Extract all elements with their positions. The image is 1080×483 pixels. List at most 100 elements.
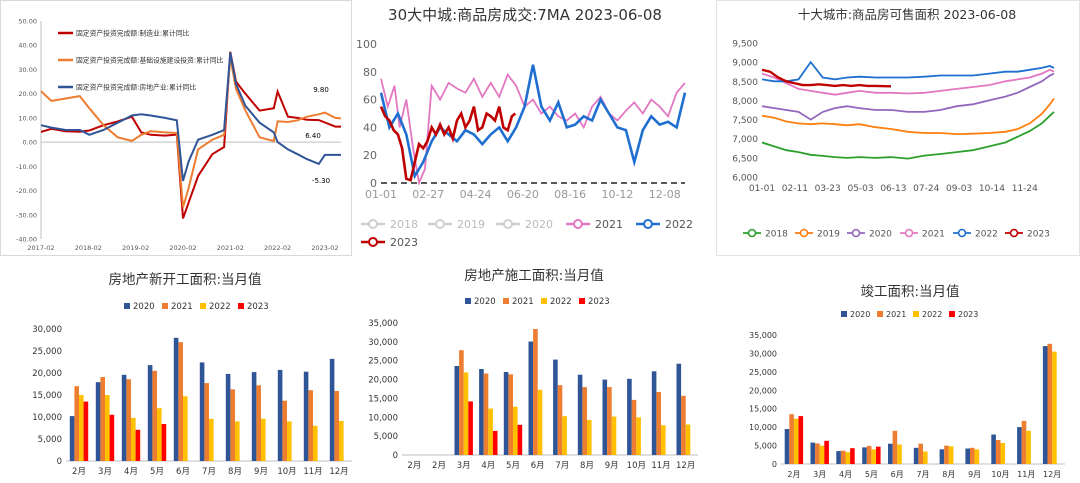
under-construction-chart-svg: 房地产施工面积:当月值 2020 2021 2022 2023 35,000 30,000 2… xyxy=(368,268,698,471)
x-tick-label: 11月 xyxy=(303,467,322,477)
legend-marker xyxy=(435,219,445,229)
y-tick-label: 30.00 xyxy=(18,66,37,74)
chart-title: 30大中城:商品房成交:7MA 2023-06-08 xyxy=(388,6,662,24)
x-tick-label: 02-27 xyxy=(412,188,444,201)
bar-2021 xyxy=(970,447,975,464)
bar-2022 xyxy=(339,421,344,461)
x-tick-label: 8月 xyxy=(228,467,242,477)
series-line-2021 xyxy=(380,72,686,187)
y-tick-label: 9,000 xyxy=(732,59,758,69)
bar-2021 xyxy=(789,414,794,464)
legend-label: 2020 xyxy=(525,218,553,231)
y-tick-label: 15,000 xyxy=(32,391,62,401)
bar-2023 xyxy=(876,446,881,464)
bar-2022 xyxy=(79,395,84,461)
legend-label: 2021 xyxy=(512,297,534,307)
legend-label: 2023 xyxy=(247,302,269,312)
y-tick-label: 10,000 xyxy=(368,413,398,423)
x-tick-label: 09-03 xyxy=(946,184,972,194)
bar-2021 xyxy=(944,445,949,464)
x-tick-label: 3月 xyxy=(98,467,112,477)
x-tick-label: 9月 xyxy=(605,461,619,471)
bar-2023 xyxy=(798,416,804,464)
bar-2020 xyxy=(121,374,127,461)
chart-title: 竣工面积:当月值 xyxy=(860,284,959,300)
y-tick-label: 20 xyxy=(363,149,377,162)
y-tick-label: 20,000 xyxy=(749,386,777,395)
legend-marker xyxy=(368,237,378,247)
x-tick-label: 01-01 xyxy=(365,188,397,201)
legend-swatch xyxy=(913,311,919,317)
bar-2023 xyxy=(850,448,855,464)
bar-2023 xyxy=(83,401,89,461)
legend-marker xyxy=(573,219,583,229)
y-tick-label: 15,000 xyxy=(368,394,398,404)
new-starts-chart: 房地产新开工面积:当月值 2020 2021 2022 2023 30,000 25,000… xyxy=(0,262,357,483)
legend-label: 2020 xyxy=(474,297,496,307)
bar-2020 xyxy=(913,447,919,464)
bar-2022 xyxy=(974,449,980,464)
bar-2022 xyxy=(287,421,292,461)
x-tick-label: 8月 xyxy=(580,461,594,471)
y-tick-label: 0 xyxy=(57,457,62,467)
bar-2021 xyxy=(459,350,464,455)
legend-marker xyxy=(368,219,378,229)
x-tick-label: 07-24 xyxy=(913,184,939,194)
bar-2021 xyxy=(918,443,923,464)
legend-label: 2022 xyxy=(922,310,942,319)
city10-inventory-chart-svg: 十大城市:商品房可售面积 2023-06-08 9,500 9,000 8,500 8,… xyxy=(732,7,1055,240)
bar-2021 xyxy=(74,386,79,461)
series-line-2020 xyxy=(761,72,1055,121)
y-tick-label: 30,000 xyxy=(32,325,62,335)
y-tick-label: 20,000 xyxy=(368,376,398,386)
bar-2022 xyxy=(819,445,825,464)
x-tick-label: 10月 xyxy=(991,470,1009,479)
y-tick-label: -40.00 xyxy=(16,236,37,244)
x-tick-label: 9月 xyxy=(968,470,981,479)
new-starts-chart-svg: 房地产新开工面积:当月值 2020 2021 2022 2023 30,000 25,000… xyxy=(32,272,352,477)
chart-title: 房地产新开工面积:当月值 xyxy=(108,272,261,288)
x-tick-label: 06-20 xyxy=(507,188,539,201)
bar-2020 xyxy=(553,359,558,455)
bar-2021 xyxy=(656,392,661,455)
bar-2020 xyxy=(888,443,893,464)
x-tick-label: 2023-02 xyxy=(311,244,338,252)
legend-marker xyxy=(747,228,757,238)
legend-marker xyxy=(503,219,513,229)
x-tick-label: 5月 xyxy=(506,461,520,471)
x-tick-label: 10月 xyxy=(627,461,646,471)
y-tick-label: 30,000 xyxy=(749,349,777,358)
x-tick-label: 11-24 xyxy=(1012,184,1038,194)
y-tick-label: 20.00 xyxy=(18,90,37,98)
y-tick-label: 6,000 xyxy=(732,174,758,184)
legend-label: 2019 xyxy=(817,230,840,240)
bar-2021 xyxy=(1047,343,1053,464)
legend-label: 固定资产投资完成额:房地产业:累计同比 xyxy=(76,83,196,92)
y-tick-label: 8,500 xyxy=(732,78,758,88)
legend-label: 2022 xyxy=(975,230,998,240)
bar-2021 xyxy=(178,342,183,461)
chart-title: 十大城市:商品房可售面积 2023-06-08 xyxy=(798,7,1016,22)
legend-marker xyxy=(851,228,861,238)
completions-chart: 竣工面积:当月值 2020 2021 2022 2023 35,000 30,000 25,0… xyxy=(720,262,1080,483)
bar-2022 xyxy=(261,418,266,461)
series-line-2023 xyxy=(761,68,892,88)
bar-2020 xyxy=(225,373,231,461)
legend-label: 2022 xyxy=(209,302,231,312)
bar-2022 xyxy=(131,417,136,461)
bar-2020 xyxy=(329,358,335,461)
y-tick-label: 40 xyxy=(363,121,377,134)
bar-2022 xyxy=(183,396,188,461)
x-tick-label: 12月 xyxy=(676,461,695,471)
x-tick-label: 4月 xyxy=(481,461,495,471)
bar-2022 xyxy=(488,408,493,455)
bar-2021 xyxy=(126,379,131,461)
legend-marker xyxy=(643,219,653,229)
legend-label: 2021 xyxy=(886,310,906,319)
bar-2023 xyxy=(135,429,141,461)
x-tick-label: 3月 xyxy=(457,461,471,471)
bar-2022 xyxy=(611,416,617,455)
legend-swatch xyxy=(877,311,883,317)
bar-2020 xyxy=(454,366,460,455)
x-tick-label: 01-01 xyxy=(749,184,775,194)
